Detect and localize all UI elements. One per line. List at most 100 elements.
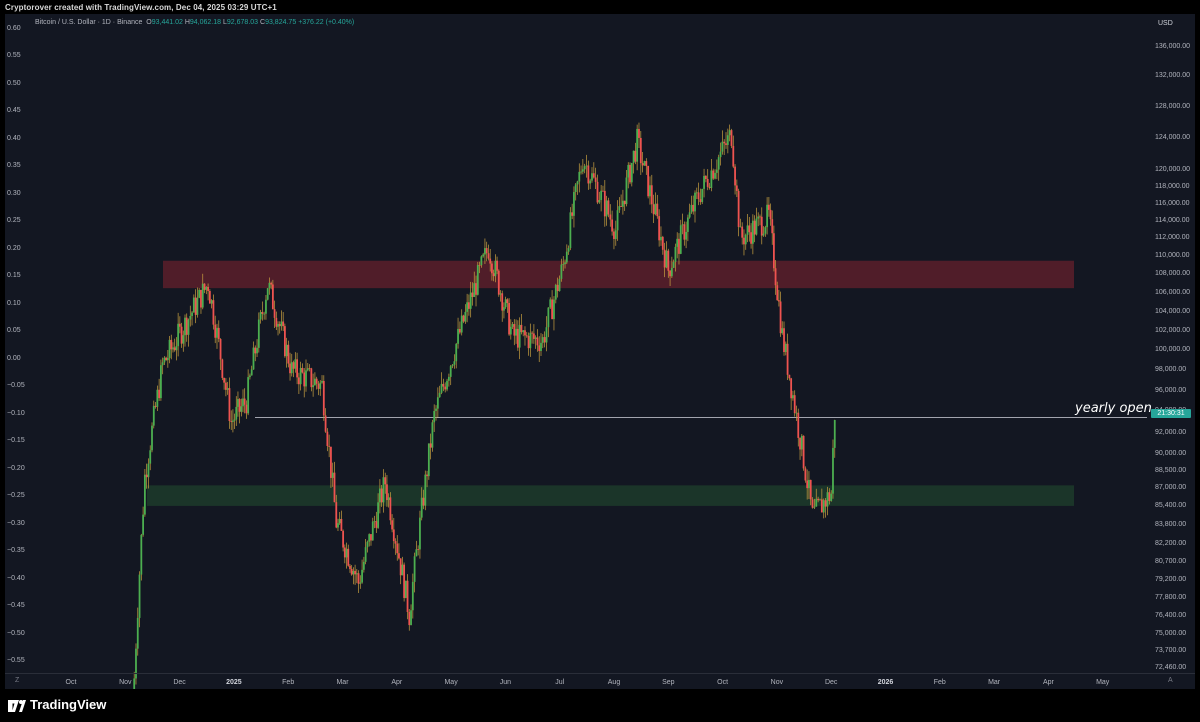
left-axis-tick: 0.25	[7, 217, 21, 225]
candle-body	[701, 188, 704, 203]
candle-body	[160, 365, 162, 399]
candle-body	[270, 282, 273, 285]
price-axis-tick: 114,000.00	[1155, 217, 1190, 225]
left-axis-tick: 0.40	[7, 134, 21, 142]
candle-body	[366, 541, 369, 548]
chart-pane[interactable]: Bitcoin / U.S. Dollar · 1D · Binance O93…	[5, 14, 1195, 689]
candle-body	[746, 225, 749, 235]
candle-body	[175, 346, 178, 351]
candle-body	[301, 367, 304, 373]
candle-body	[471, 292, 474, 297]
candle-body	[438, 392, 441, 398]
left-axis-tick: −0.20	[7, 464, 25, 472]
candle-body	[399, 558, 402, 576]
candle-body	[466, 302, 469, 312]
left-axis-tick: 0.55	[7, 52, 21, 60]
candle-body	[735, 185, 738, 191]
candle-body	[378, 488, 381, 503]
candle-body	[536, 337, 539, 346]
price-countdown-tag: 21:30:31	[1151, 409, 1191, 418]
candle-body	[138, 574, 141, 618]
time-axis-tick: Apr	[391, 679, 403, 686]
candle-body	[695, 192, 698, 194]
price-axis-tick: 85,400.00	[1155, 501, 1187, 509]
candle-body	[337, 523, 339, 528]
currency-button[interactable]: USD	[1158, 20, 1173, 27]
candle-body	[380, 488, 383, 503]
price-axis-tick: 96,000.00	[1155, 386, 1187, 394]
candle-body	[401, 564, 404, 576]
candle-body	[343, 547, 346, 558]
candle-body	[672, 261, 675, 268]
candle-body	[280, 321, 283, 327]
candle-body	[697, 192, 700, 200]
high-value: 94,062.18	[189, 19, 222, 26]
candle-body	[562, 264, 565, 265]
candle-body	[730, 130, 733, 146]
candle-body	[321, 380, 323, 383]
top-bar: Cryptorover created with TradingView.com…	[0, 0, 1200, 14]
candle-body	[485, 248, 488, 254]
candle-body	[147, 463, 150, 478]
candle-body	[781, 328, 784, 334]
candle-body	[350, 568, 353, 575]
candle-body	[650, 185, 653, 205]
candle-body	[497, 270, 500, 295]
candle-body	[602, 190, 604, 192]
candle-body	[265, 299, 267, 314]
candle-body	[647, 165, 650, 197]
candle-body	[540, 342, 542, 352]
resistance-zone	[163, 260, 1074, 289]
time-axis-tick: Apr	[1042, 679, 1054, 686]
candle-body	[554, 284, 557, 300]
candle-body	[833, 419, 836, 448]
candle-body	[322, 380, 325, 416]
candle-body	[361, 569, 363, 583]
candle-body	[792, 395, 794, 399]
auto-scale-button[interactable]: A	[1168, 677, 1173, 684]
candle-body	[580, 171, 582, 173]
candle-body	[419, 517, 421, 550]
candle-body	[391, 520, 393, 530]
candle-body	[462, 315, 465, 322]
candle-body	[795, 412, 798, 414]
candle-body	[656, 203, 659, 217]
candle-body	[614, 230, 617, 240]
candle-body	[594, 177, 597, 182]
candle-body	[377, 502, 380, 528]
candle-body	[182, 335, 185, 344]
left-axis-tick: −0.05	[7, 382, 25, 390]
candle-body	[511, 324, 514, 327]
candle-body	[237, 399, 239, 407]
candle-body	[436, 397, 439, 409]
candle-body	[233, 419, 236, 421]
candle-body	[793, 395, 796, 414]
candle-body	[266, 288, 269, 300]
candle-body	[573, 192, 575, 216]
candle-body	[639, 137, 642, 164]
candle-body	[622, 200, 624, 207]
candle-body	[306, 368, 309, 371]
high-label: H	[184, 19, 190, 26]
zoom-button[interactable]: Z	[15, 677, 20, 684]
candle-body	[522, 330, 525, 333]
candle-body	[392, 529, 395, 542]
candle-body	[158, 389, 161, 399]
candle-body	[331, 472, 334, 478]
candle-body	[804, 468, 807, 481]
candle-body	[250, 369, 253, 376]
candle-body	[717, 157, 720, 170]
candle-body	[345, 548, 348, 558]
time-axis-tick: Nov	[770, 679, 784, 686]
time-axis-tick: Feb	[933, 679, 946, 686]
candle-body	[475, 283, 477, 295]
candle-body	[259, 312, 262, 320]
chart-canvas[interactable]	[5, 14, 1195, 689]
candle-body	[328, 445, 331, 447]
candle-body	[200, 289, 202, 308]
candle-body	[142, 514, 145, 535]
candle-body	[389, 497, 392, 521]
candle-body	[242, 398, 244, 407]
candle-body	[406, 580, 409, 612]
